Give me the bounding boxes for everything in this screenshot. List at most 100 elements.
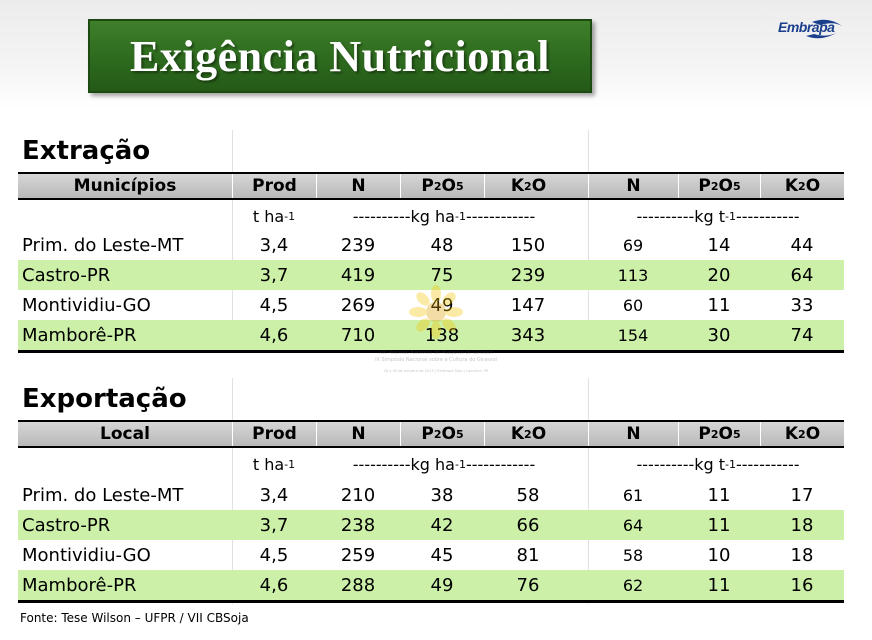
- cell-k2o: 343: [510, 324, 546, 346]
- cell-k2o: 147: [510, 294, 546, 316]
- cell-location: Castro-PR: [22, 264, 111, 286]
- p2o5-sub2: 2: [433, 427, 442, 441]
- header-prod: Prod: [232, 174, 316, 198]
- unit-prod-text: t ha: [252, 454, 285, 474]
- extracao-title: Extração: [22, 136, 151, 166]
- cell-n: 710: [340, 324, 376, 346]
- unit-right-text: ----------kg t: [636, 206, 726, 226]
- p2o5-o: O: [718, 424, 733, 444]
- header-n2: N: [588, 422, 678, 446]
- cell-n-per-t: 62: [622, 575, 644, 595]
- cell-n: 210: [340, 484, 376, 506]
- unit-prod-exp: -1: [284, 457, 296, 471]
- p2o5-sub2: 2: [710, 427, 719, 441]
- cell-k2o-per-t: 74: [790, 324, 814, 346]
- cell-n-per-t: 60: [622, 295, 644, 315]
- table-bottom-rule: [18, 600, 844, 603]
- watermark-line2: IX Simpósio Nacional sobre a Cultura do …: [375, 356, 497, 363]
- unit-right-text: ----------kg t: [636, 454, 726, 474]
- cell-p2o5: 45: [430, 544, 454, 566]
- watermark-line3: 28 a 30 de outubro de 2015 | Embrapa Soj…: [383, 369, 489, 373]
- unit-kg-ha: ----------kg ha -1 ------------: [316, 450, 572, 478]
- p2o5-sub2: 2: [710, 179, 719, 193]
- cell-p2o5: 49: [400, 290, 484, 320]
- cell-p2o5: 49: [430, 574, 454, 596]
- unit-prod-text: t ha: [252, 206, 285, 226]
- p2o5-sub5: 5: [732, 427, 741, 441]
- cell-n: 269: [340, 294, 376, 316]
- cell-n: 239: [340, 234, 376, 256]
- cell-k2o-per-t: 18: [790, 514, 814, 536]
- k2o-k: K: [784, 176, 799, 196]
- unit-prod: t ha -1: [232, 450, 316, 478]
- header-n: N: [316, 422, 400, 446]
- p2o5-p: P: [698, 176, 711, 196]
- cell-n-per-t: 113: [617, 265, 649, 285]
- header-n: N: [316, 174, 400, 198]
- units-row: t ha -1 ----------kg ha -1 ------------ ---…: [18, 450, 844, 478]
- cell-location: Mamborê-PR: [22, 574, 137, 596]
- cell-prod: 4,6: [259, 574, 289, 596]
- table-row: Castro-PR 3,7 419 75 239 113 20 64: [18, 260, 844, 290]
- cell-p2o5: 42: [430, 514, 454, 536]
- cell-prod: 3,7: [259, 264, 289, 286]
- k2o-o: O: [531, 176, 547, 196]
- header-first-col: Local: [100, 424, 150, 444]
- table-bottom-rule: [18, 350, 844, 353]
- k2o-k: K: [510, 424, 525, 444]
- cell-p2o5-per-t: 14: [707, 234, 731, 256]
- table-row: Castro-PR 3,7 238 42 66 64 11 18: [18, 510, 844, 540]
- k2o-o: O: [805, 176, 821, 196]
- cell-p2o5: 138: [424, 324, 460, 346]
- cell-n-per-t: 58: [622, 545, 644, 565]
- p2o5-p: P: [698, 424, 711, 444]
- cell-k2o-per-t: 44: [790, 234, 814, 256]
- cell-location: Prim. do Leste-MT: [22, 484, 184, 506]
- cell-prod: 3,7: [259, 514, 289, 536]
- k2o-o: O: [531, 424, 547, 444]
- table-row: Mamborê-PR 4,6 288 49 76 62 11 16: [18, 570, 844, 600]
- p2o5-sub5: 5: [732, 179, 741, 193]
- p2o5-o: O: [441, 176, 456, 196]
- unit-right-exp: -1: [725, 457, 736, 471]
- title-box: Exigência Nutricional: [88, 19, 592, 93]
- cell-p2o5-per-t: 11: [707, 514, 731, 536]
- page-title: Exigência Nutricional: [130, 31, 550, 81]
- cell-k2o: 66: [516, 514, 540, 536]
- exportacao-title: Exportação: [22, 384, 187, 414]
- cell-p2o5-per-t: 11: [707, 294, 731, 316]
- p2o5-o: O: [441, 424, 456, 444]
- p2o5-sub2: 2: [433, 179, 442, 193]
- unit-mid-text: ----------kg ha: [352, 454, 455, 474]
- cell-p2o5-per-t: 20: [707, 264, 731, 286]
- embrapa-logo: Embrapa: [776, 18, 846, 40]
- cell-location: Mamborê-PR: [22, 324, 137, 346]
- unit-mid-text: ----------kg ha: [352, 206, 455, 226]
- cell-k2o: 81: [516, 544, 540, 566]
- cell-k2o-per-t: 16: [790, 574, 814, 596]
- p2o5-o: O: [718, 176, 733, 196]
- table-row: Mamborê-PR 4,6 710 138 343 154 30 74: [18, 320, 844, 350]
- k2o-sub2: 2: [524, 427, 532, 441]
- unit-mid-exp: -1: [454, 457, 466, 471]
- source-note: Fonte: Tese Wilson – UFPR / VII CBSoja: [20, 611, 249, 625]
- unit-mid-exp: -1: [454, 209, 466, 223]
- cell-n-per-t: 61: [622, 485, 644, 505]
- cell-n: 419: [340, 264, 376, 286]
- panel-grid: [18, 130, 844, 352]
- panel-grid: [18, 378, 844, 604]
- logo-text: Embrapa: [778, 19, 835, 35]
- table-row: Prim. do Leste-MT 3,4 239 48 150 69 14 44: [18, 230, 844, 260]
- cell-k2o: 76: [516, 574, 540, 596]
- unit-kg-t: ----------kg t -1 -----------: [598, 202, 838, 230]
- cell-p2o5-per-t: 11: [707, 484, 731, 506]
- cell-location: Castro-PR: [22, 514, 111, 536]
- unit-right-tail: -----------: [735, 454, 800, 474]
